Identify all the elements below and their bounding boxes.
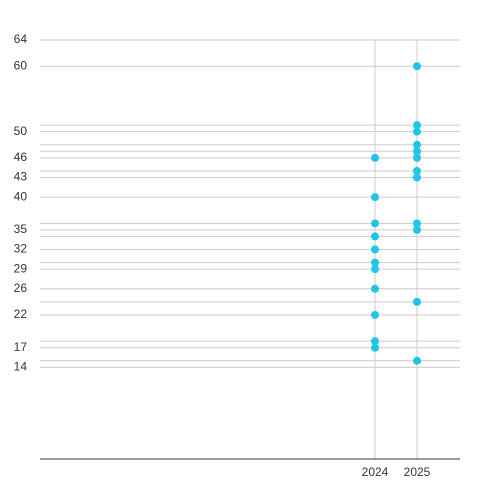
y-tick-label: 22	[14, 307, 28, 321]
point	[371, 193, 379, 202]
y-tick-label: 26	[14, 281, 28, 295]
point	[371, 284, 379, 293]
y-tick-label: 60	[14, 58, 28, 72]
y-tick-label: 32	[14, 242, 28, 256]
y-tick-label: 50	[14, 124, 28, 138]
point	[371, 245, 379, 254]
point	[413, 147, 421, 156]
point	[371, 258, 379, 267]
point	[371, 310, 379, 319]
y-tick-label: 14	[14, 360, 28, 374]
point	[413, 121, 421, 130]
point	[413, 166, 421, 175]
y-tick-label: 64	[14, 32, 28, 46]
point	[413, 225, 421, 234]
y-tick-label: 17	[14, 340, 28, 354]
point	[371, 153, 379, 162]
point	[413, 297, 421, 306]
point	[413, 140, 421, 149]
point	[413, 62, 421, 71]
point	[413, 356, 421, 365]
y-tick-label: 43	[14, 170, 28, 184]
point	[413, 153, 421, 162]
y-tick-label: 29	[14, 261, 28, 275]
point	[371, 265, 379, 274]
point	[371, 337, 379, 346]
y-tick-label: 40	[14, 189, 28, 203]
y-tick-label: 35	[14, 222, 28, 236]
point	[413, 173, 421, 182]
point	[371, 343, 379, 352]
y-tick-label: 46	[14, 150, 28, 164]
point	[413, 127, 421, 136]
point	[413, 219, 421, 228]
point	[371, 219, 379, 228]
x-tick-label: 2025	[404, 465, 431, 479]
point	[371, 232, 379, 241]
x-tick-label: 2024	[362, 465, 389, 479]
